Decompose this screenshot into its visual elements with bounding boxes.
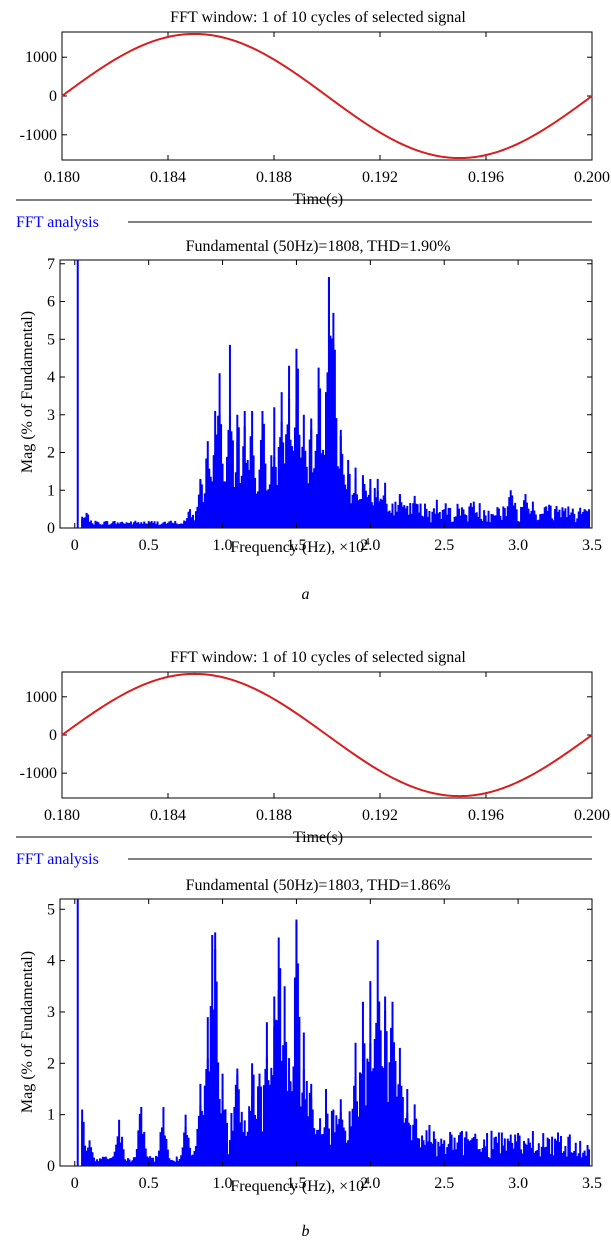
y-tick-label: 7 <box>47 256 55 273</box>
fft-plot-ylabel: Mag (% of Fundamental) <box>19 311 36 473</box>
x-tick-label: 0.192 <box>362 169 398 186</box>
y-tick-label: 0 <box>49 727 57 744</box>
x-tick-label: 0.184 <box>150 169 186 186</box>
x-tick-label: 0.5 <box>139 1175 159 1192</box>
signal-line <box>61 32 593 160</box>
fft-plot-title: Fundamental (50Hz)=1808, THD=1.90% <box>186 238 451 255</box>
y-tick-label: 2 <box>47 1055 55 1072</box>
x-tick-label: 1.0 <box>213 1175 233 1192</box>
signal-line <box>61 672 593 798</box>
y-tick-label: -1000 <box>20 765 57 782</box>
x-tick-label: 3.0 <box>508 537 528 554</box>
x-tick-label: 1.0 <box>213 537 233 554</box>
x-tick-label: 3.0 <box>508 1175 528 1192</box>
x-tick-label: 0.196 <box>468 807 504 824</box>
x-tick-label: 2.5 <box>434 1175 454 1192</box>
figure-a-svg: FFT window: 1 of 10 cycles of selected s… <box>16 9 610 556</box>
x-tick-label: 0 <box>71 1175 79 1192</box>
fft-bars <box>76 260 591 528</box>
x-tick-label: 2.0 <box>360 537 380 554</box>
y-tick-label: 0 <box>47 1158 55 1175</box>
x-tick-label: 0.196 <box>468 169 504 186</box>
y-tick-label: 1 <box>47 1107 55 1124</box>
y-tick-label: 1 <box>47 482 55 499</box>
y-tick-label: 2 <box>47 445 55 462</box>
x-tick-label: 0.180 <box>44 169 80 186</box>
figure-b-svg: FFT window: 1 of 10 cycles of selected s… <box>16 649 610 1195</box>
x-tick-label: 0.192 <box>362 807 398 824</box>
fft-plot-title: Fundamental (50Hz)=1803, THD=1.86% <box>186 877 451 894</box>
x-tick-label: 3.5 <box>582 1175 602 1192</box>
y-tick-label: 0 <box>49 88 57 105</box>
y-tick-label: 0 <box>47 520 55 537</box>
y-tick-label: 4 <box>47 953 55 970</box>
time-plot-title: FFT window: 1 of 10 cycles of selected s… <box>170 649 466 666</box>
x-tick-label: 2.0 <box>360 1175 380 1192</box>
fft-section-label: FFT analysis <box>16 851 99 868</box>
x-tick-label: 0.188 <box>256 807 292 824</box>
figure-panel-a: FFT window: 1 of 10 cycles of selected s… <box>16 9 610 603</box>
x-tick-label: 0.184 <box>150 807 186 824</box>
panel-letter-b: b <box>301 1223 310 1240</box>
x-tick-label: 0.200 <box>574 807 610 824</box>
time-plot-title: FFT window: 1 of 10 cycles of selected s… <box>170 9 466 26</box>
y-tick-label: 4 <box>47 369 55 386</box>
fft-plot-ylabel: Mag (% of Fundamental) <box>19 951 36 1113</box>
x-tick-label: 0 <box>71 537 79 554</box>
x-tick-label: 1.5 <box>286 1175 306 1192</box>
fft-plot-xlabel: Frequency (Hz), ×104 <box>230 1175 370 1195</box>
panel-letter-a: a <box>301 586 310 603</box>
y-tick-label: 5 <box>47 331 55 348</box>
y-tick-label: 5 <box>47 901 55 918</box>
fft-bars <box>76 899 591 1166</box>
y-tick-label: 1000 <box>25 49 57 66</box>
x-tick-label: 3.5 <box>582 537 602 554</box>
y-tick-label: 3 <box>47 407 55 424</box>
figure-panel-b: FFT window: 1 of 10 cycles of selected s… <box>0 640 611 1255</box>
x-tick-label: 1.5 <box>286 537 306 554</box>
x-tick-label: 0.180 <box>44 807 80 824</box>
fft-section-label: FFT analysis <box>16 214 99 231</box>
y-tick-label: 6 <box>47 294 55 311</box>
x-tick-label: 0.200 <box>574 169 610 186</box>
x-tick-label: 2.5 <box>434 537 454 554</box>
y-tick-label: 1000 <box>25 689 57 706</box>
x-tick-label: 0.188 <box>256 169 292 186</box>
fft-plot-xlabel: Frequency (Hz), ×104 <box>230 536 370 556</box>
x-tick-label: 0.5 <box>139 537 159 554</box>
y-tick-label: 3 <box>47 1004 55 1021</box>
y-tick-label: -1000 <box>20 127 57 144</box>
